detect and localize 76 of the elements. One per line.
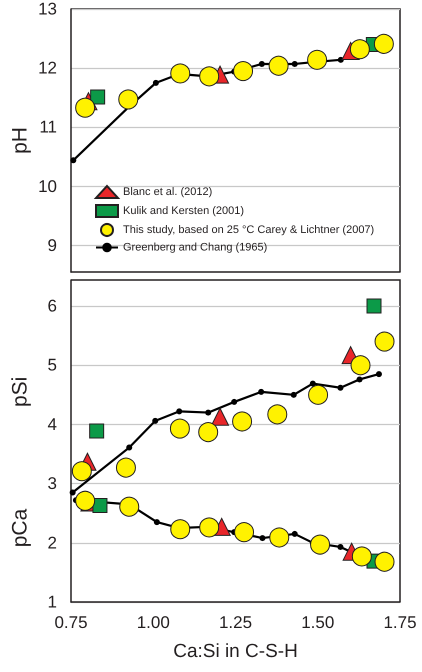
point (310, 534, 330, 555)
point (350, 355, 371, 376)
legend-label: Greenberg and Chang (1965) (123, 242, 268, 254)
point (231, 398, 238, 405)
point (92, 498, 108, 514)
point (176, 408, 182, 414)
point (116, 458, 136, 478)
point (152, 80, 159, 86)
text: pCa (8, 508, 32, 548)
point (199, 66, 220, 86)
point (211, 408, 230, 426)
point (374, 34, 394, 54)
y-axis-title: pSi (8, 376, 32, 408)
x-tick-label: 1.50 (301, 613, 334, 632)
point (70, 490, 76, 496)
point (199, 517, 220, 538)
y-tick-label: 10 (38, 176, 57, 196)
point (119, 496, 140, 517)
point (268, 56, 289, 76)
y-axis-title: pH (8, 127, 32, 154)
point (90, 90, 106, 105)
y-tick-label: 2 (48, 533, 57, 552)
point (232, 411, 252, 432)
point (308, 384, 328, 405)
point (310, 380, 316, 387)
y-tick-label: 9 (48, 236, 57, 255)
point (198, 422, 218, 442)
point (152, 418, 158, 424)
point (269, 527, 290, 548)
y-tick-label: 6 (48, 296, 57, 316)
legend-label: This study, based on 25 °C Carey & Lichtner (2007) (123, 224, 374, 236)
point (337, 384, 344, 391)
point (70, 157, 76, 164)
point (292, 60, 298, 67)
y-tick-label: 4 (48, 414, 57, 434)
x-tick-label: 0.75 (54, 613, 88, 632)
point (75, 98, 96, 118)
y-tick-label: 12 (38, 58, 57, 78)
point (292, 530, 298, 537)
point (356, 376, 363, 382)
point (89, 423, 104, 438)
y-tick-label: 3 (48, 474, 57, 494)
y-tick-label: 11 (39, 118, 57, 137)
point (234, 522, 254, 542)
point (170, 418, 190, 439)
legend-label: Kulik and Kersten (2001) (123, 205, 244, 217)
point (376, 371, 382, 378)
point (258, 60, 265, 67)
x-tick-label: 1.75 (383, 613, 417, 632)
point (154, 519, 160, 526)
y-tick-label: 1 (48, 592, 57, 612)
point (267, 404, 288, 424)
point (366, 298, 382, 314)
x-tick-label: 1.00 (136, 613, 170, 632)
point (290, 392, 297, 398)
point (126, 444, 132, 451)
y-tick-label: 5 (48, 356, 57, 375)
point (75, 490, 96, 511)
point (170, 63, 190, 84)
x-tick-label: 1.25 (218, 613, 252, 632)
point (233, 61, 254, 82)
point (259, 535, 266, 542)
point (350, 39, 370, 60)
y-tick-label: 13 (38, 0, 57, 18)
point (205, 410, 212, 416)
x-axis-title: Ca:Si in C-S-H (173, 641, 298, 662)
point (72, 461, 92, 482)
legend-label: Blanc et al. (2012) (123, 186, 212, 198)
point (170, 519, 190, 540)
point (118, 89, 138, 110)
point (258, 388, 264, 395)
point (337, 544, 344, 550)
point (374, 332, 395, 352)
point (374, 552, 395, 572)
point (352, 546, 372, 566)
point (307, 50, 328, 70)
